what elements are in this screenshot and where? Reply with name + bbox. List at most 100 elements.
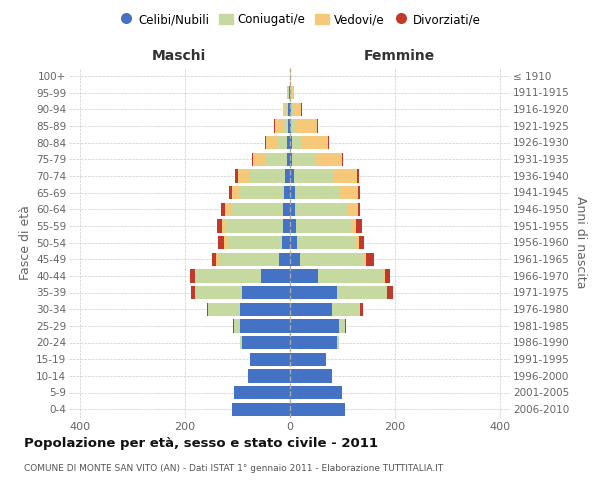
Bar bbox=[283, 102, 290, 116]
Bar bbox=[283, 219, 290, 232]
Bar bbox=[212, 252, 290, 266]
Bar bbox=[208, 302, 290, 316]
Bar bbox=[290, 169, 357, 182]
Bar bbox=[195, 269, 290, 282]
Bar bbox=[290, 119, 296, 132]
Bar bbox=[239, 336, 290, 349]
Bar bbox=[232, 402, 290, 416]
Bar bbox=[290, 202, 347, 216]
Bar bbox=[290, 119, 291, 132]
Bar bbox=[239, 302, 290, 316]
Bar bbox=[235, 319, 290, 332]
Bar bbox=[290, 219, 362, 232]
Bar bbox=[290, 352, 326, 366]
Bar bbox=[274, 119, 290, 132]
Bar bbox=[290, 286, 386, 299]
Bar bbox=[235, 386, 290, 399]
Bar bbox=[226, 202, 290, 216]
Bar bbox=[290, 336, 340, 349]
Bar bbox=[191, 286, 290, 299]
Y-axis label: Anni di nascita: Anni di nascita bbox=[574, 196, 587, 288]
Bar bbox=[250, 352, 290, 366]
Bar bbox=[290, 152, 316, 166]
Text: Femmine: Femmine bbox=[364, 48, 436, 62]
Bar bbox=[290, 86, 294, 99]
Bar bbox=[235, 386, 290, 399]
Bar bbox=[279, 252, 290, 266]
Bar bbox=[290, 252, 365, 266]
Bar bbox=[232, 186, 290, 199]
Bar bbox=[248, 369, 290, 382]
Bar bbox=[195, 286, 290, 299]
Bar bbox=[290, 252, 373, 266]
Bar bbox=[250, 352, 290, 366]
Bar bbox=[290, 236, 364, 249]
Bar bbox=[248, 369, 290, 382]
Bar bbox=[290, 369, 331, 382]
Bar bbox=[290, 269, 319, 282]
Text: COMUNE DI MONTE SAN VITO (AN) - Dati ISTAT 1° gennaio 2011 - Elaborazione TUTTIT: COMUNE DI MONTE SAN VITO (AN) - Dati IST… bbox=[24, 464, 443, 473]
Bar bbox=[248, 369, 290, 382]
Bar bbox=[207, 302, 290, 316]
Bar bbox=[266, 152, 290, 166]
Bar bbox=[290, 352, 326, 366]
Bar bbox=[290, 402, 344, 416]
Bar bbox=[290, 236, 355, 249]
Bar bbox=[283, 202, 290, 216]
Bar bbox=[238, 169, 290, 182]
Bar bbox=[250, 352, 290, 366]
Bar bbox=[290, 336, 340, 349]
Bar bbox=[286, 169, 290, 182]
Bar bbox=[265, 136, 290, 149]
Bar bbox=[290, 136, 302, 149]
Bar bbox=[290, 386, 342, 399]
Bar bbox=[235, 386, 290, 399]
Bar bbox=[288, 119, 290, 132]
Bar bbox=[217, 219, 290, 232]
Bar bbox=[221, 202, 290, 216]
Bar bbox=[290, 169, 359, 182]
Bar bbox=[290, 236, 297, 249]
Bar bbox=[266, 136, 290, 149]
Bar bbox=[290, 202, 295, 216]
Bar bbox=[208, 302, 290, 316]
Bar bbox=[290, 336, 337, 349]
Bar bbox=[286, 102, 290, 116]
Bar bbox=[224, 236, 290, 249]
Bar bbox=[222, 219, 290, 232]
Bar bbox=[290, 269, 385, 282]
Bar bbox=[239, 186, 290, 199]
Text: Maschi: Maschi bbox=[152, 48, 206, 62]
Bar bbox=[283, 102, 290, 116]
Bar bbox=[290, 319, 340, 332]
Bar bbox=[290, 352, 326, 366]
Bar bbox=[253, 152, 290, 166]
Bar bbox=[290, 302, 361, 316]
Bar bbox=[195, 286, 290, 299]
Bar bbox=[283, 119, 290, 132]
Bar bbox=[290, 269, 384, 282]
Bar bbox=[290, 136, 329, 149]
Bar bbox=[195, 269, 290, 282]
Bar bbox=[290, 286, 393, 299]
Bar bbox=[239, 336, 290, 349]
Bar bbox=[290, 119, 317, 132]
Bar bbox=[277, 136, 290, 149]
Bar bbox=[290, 302, 331, 316]
Bar bbox=[282, 236, 290, 249]
Bar bbox=[290, 186, 340, 199]
Bar bbox=[242, 286, 290, 299]
Bar bbox=[284, 186, 290, 199]
Bar bbox=[275, 119, 290, 132]
Bar bbox=[229, 186, 290, 199]
Bar bbox=[218, 252, 290, 266]
Bar bbox=[290, 152, 292, 166]
Bar bbox=[290, 86, 294, 99]
Bar bbox=[290, 102, 301, 116]
Text: Popolazione per età, sesso e stato civile - 2011: Popolazione per età, sesso e stato civil… bbox=[24, 438, 378, 450]
Bar bbox=[290, 136, 328, 149]
Bar bbox=[290, 236, 359, 249]
Bar bbox=[252, 152, 290, 166]
Bar bbox=[248, 169, 290, 182]
Bar bbox=[290, 102, 302, 116]
